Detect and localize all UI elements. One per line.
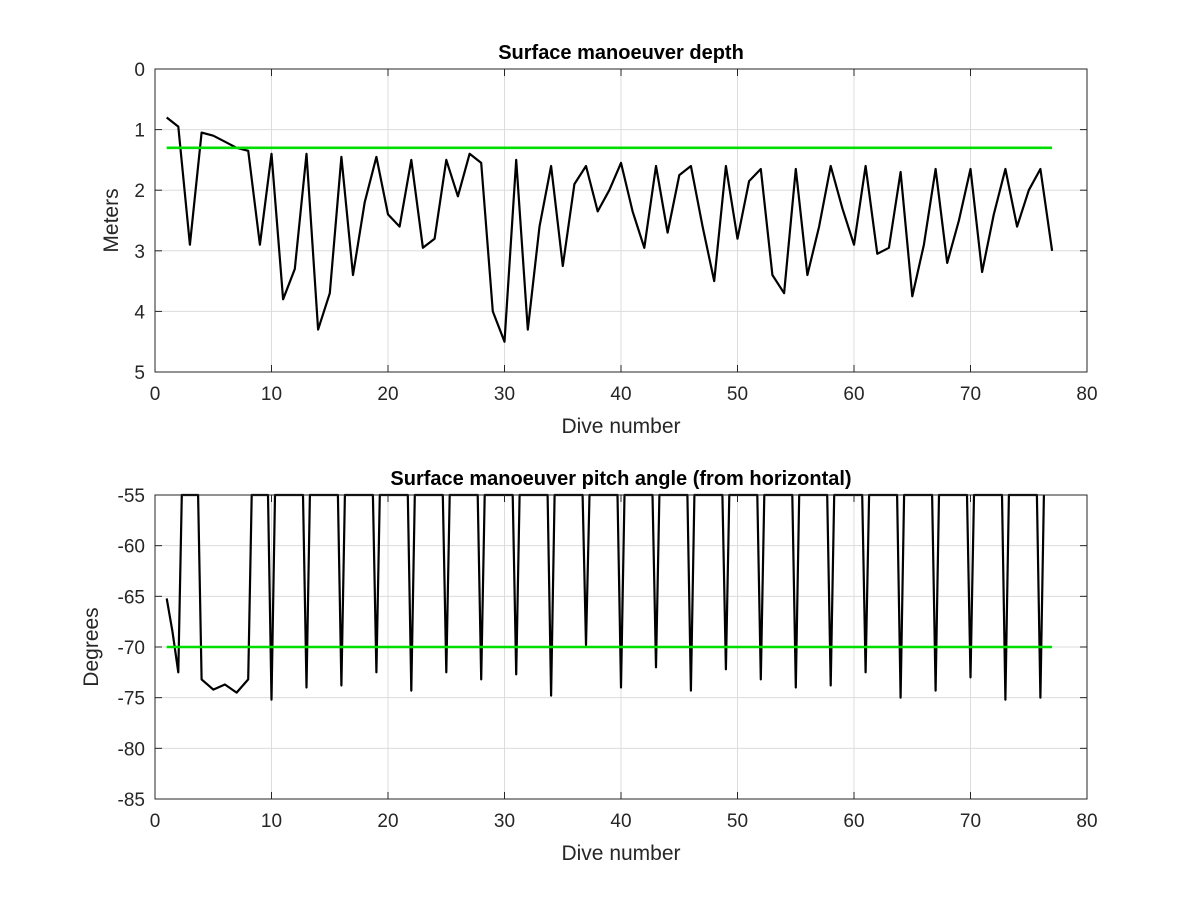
x-tick-label: 0 (150, 384, 161, 405)
x-tick-label: 0 (150, 811, 161, 832)
data-series-line (165, 493, 1045, 701)
y-tick-label: 1 (134, 121, 145, 142)
x-tick-label: 30 (494, 384, 515, 405)
pitch-chart: Surface manoeuver pitch angle (from hori… (80, 468, 1098, 865)
y-axis-label: Meters (100, 188, 123, 252)
x-tick-label: 30 (494, 811, 515, 832)
grid (154, 68, 1088, 373)
y-tick-label: -65 (118, 587, 145, 608)
x-tick-label: 60 (843, 384, 864, 405)
data-series-line (166, 116, 1054, 343)
x-tick-label: 60 (843, 811, 864, 832)
y-tick-label: 2 (134, 181, 145, 202)
chart-title: Surface manoeuver depth (498, 42, 744, 64)
y-tick-label: -75 (118, 689, 145, 710)
y-tick-label: 3 (134, 242, 145, 263)
y-axis-label: Degrees (80, 607, 103, 686)
x-tick-label: 10 (261, 811, 282, 832)
x-tick-label: 70 (960, 384, 981, 405)
y-tick-label: -85 (118, 790, 145, 811)
x-tick-label: 20 (377, 811, 398, 832)
x-tick-label: 40 (610, 384, 631, 405)
x-tick-label: 80 (1076, 384, 1097, 405)
x-tick-label: 50 (727, 384, 748, 405)
y-tick-label: -80 (118, 739, 145, 760)
x-tick-label: 40 (610, 811, 631, 832)
y-tick-label: -60 (118, 537, 145, 558)
y-tick-label: 5 (134, 363, 145, 384)
chart-title: Surface manoeuver pitch angle (from hori… (390, 468, 851, 490)
x-tick-label: 50 (727, 811, 748, 832)
x-tick-label: 70 (960, 811, 981, 832)
y-tick-label: 4 (134, 302, 145, 323)
y-tick-label: -70 (118, 638, 145, 659)
x-tick-label: 20 (377, 384, 398, 405)
x-axis-label: Dive number (561, 415, 680, 438)
depth-chart: Surface manoeuver depth Dive number Mete… (100, 42, 1098, 438)
x-tick-label: 10 (261, 384, 282, 405)
x-axis-label: Dive number (561, 842, 680, 865)
y-tick-label: 0 (134, 60, 145, 81)
x-tick-label: 80 (1076, 811, 1097, 832)
y-tick-label: -55 (118, 486, 145, 507)
